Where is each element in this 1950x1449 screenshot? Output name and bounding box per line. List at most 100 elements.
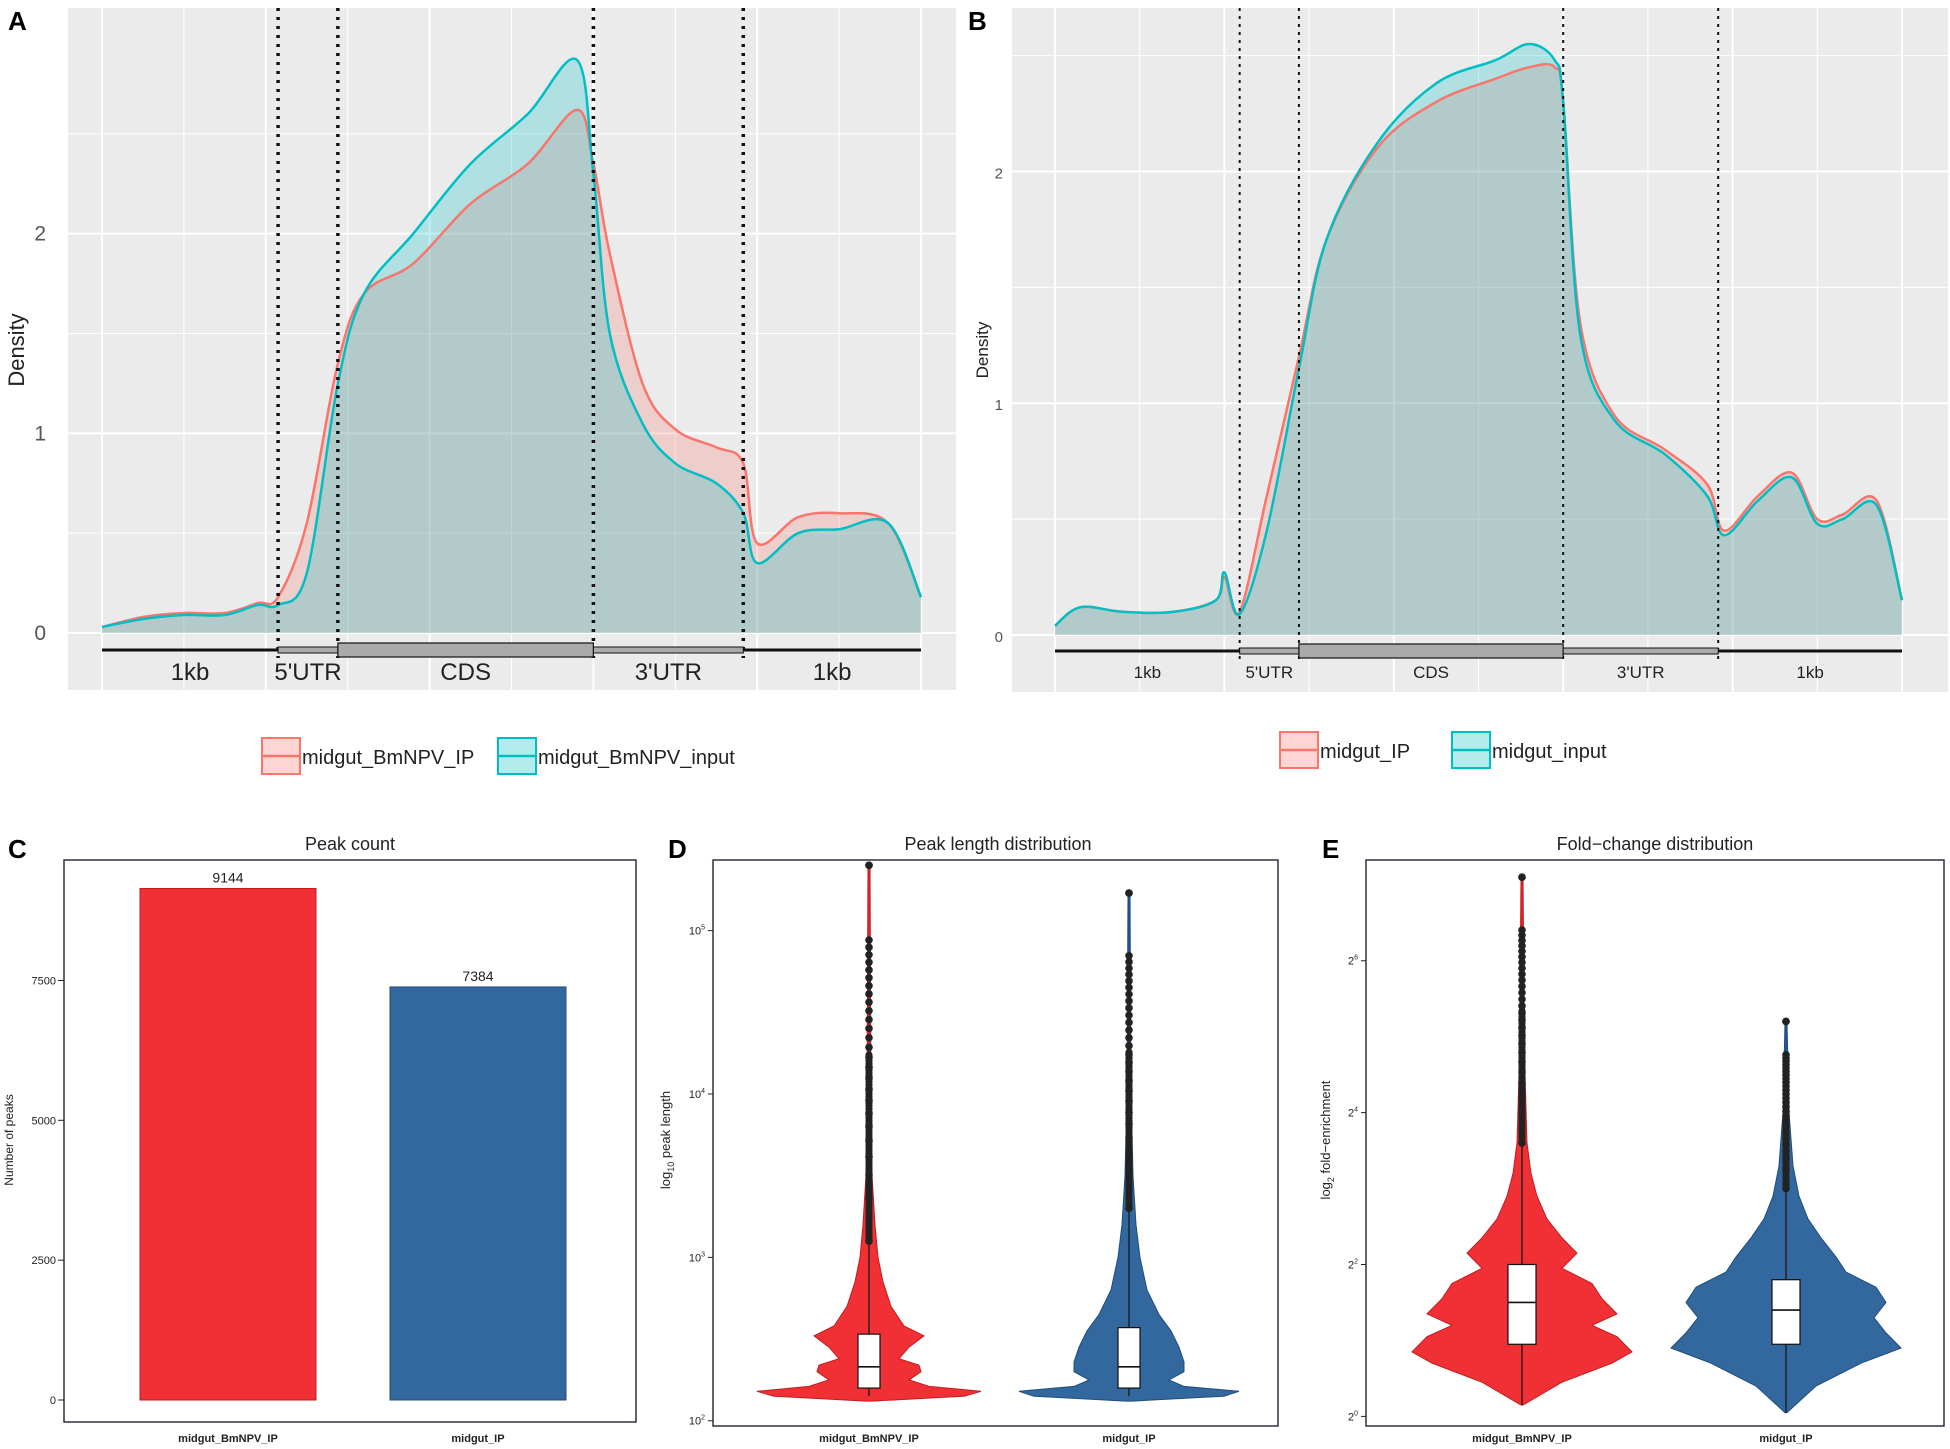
tick-base: 2 bbox=[1348, 1411, 1354, 1423]
outlier-point bbox=[1518, 988, 1526, 997]
y-tick-label: 0 bbox=[995, 629, 1003, 646]
panel-d-frame bbox=[712, 859, 1279, 1427]
panel-a-region-boundaries bbox=[276, 8, 746, 658]
tick-exponent: 5 bbox=[701, 925, 705, 932]
panel-d-violin-chart: Peak length distribution 102 103 104 105… bbox=[658, 834, 1279, 1445]
outlier-point bbox=[865, 1015, 873, 1024]
region-label-downstream: 1kb bbox=[813, 659, 852, 686]
outlier-point bbox=[865, 936, 873, 944]
outlier-point bbox=[865, 958, 873, 967]
outlier-point bbox=[1518, 952, 1526, 961]
y-title-main: log bbox=[658, 1172, 673, 1189]
outlier-point bbox=[865, 981, 873, 990]
legend-label-input: midgut_BmNPV_input bbox=[538, 747, 735, 769]
tick-exponent: 0 bbox=[1354, 1410, 1358, 1417]
outlier-point bbox=[1518, 1007, 1526, 1015]
panel-e-violin-chart: Fold−change distribution 20 22 24 26 log… bbox=[1318, 834, 1945, 1445]
y-tick-label: 102 bbox=[689, 1415, 705, 1428]
outlier-point bbox=[1518, 936, 1526, 945]
tick-exponent: 2 bbox=[1354, 1259, 1358, 1266]
panel-e-y-ticks: 20 22 24 26 bbox=[1348, 955, 1366, 1423]
track-cds bbox=[1298, 643, 1564, 659]
outlier-point bbox=[1518, 982, 1526, 991]
region-label-cds: CDS bbox=[1413, 663, 1449, 682]
legend-label-ip: midgut_BmNPV_IP bbox=[302, 747, 474, 769]
region-label-5utr: 5'UTR bbox=[1245, 663, 1293, 682]
outlier-point bbox=[1125, 1004, 1133, 1012]
density-line-input bbox=[101, 57, 923, 629]
outlier-point bbox=[865, 998, 873, 1007]
panel-a-areas bbox=[101, 57, 923, 634]
panel-a-y-ticks: 0 1 2 bbox=[34, 223, 46, 645]
density-area-input bbox=[1055, 44, 1902, 635]
outlier-point bbox=[1518, 964, 1526, 972]
outlier-point bbox=[1125, 958, 1133, 966]
outlier-max bbox=[865, 861, 873, 870]
panel-a-gene-track bbox=[102, 642, 921, 658]
y-tick-label: 5000 bbox=[32, 1115, 56, 1127]
panel-d-title: Peak length distribution bbox=[904, 834, 1091, 854]
legend-label-ip: midgut_IP bbox=[1320, 741, 1410, 763]
outlier-point bbox=[865, 990, 873, 998]
outlier-point bbox=[1125, 970, 1133, 979]
panel-b-density-chart: 1kb 5'UTR CDS 3'UTR 1kb 0 1 2 Density mi… bbox=[973, 8, 1948, 769]
tick-exponent: 2 bbox=[701, 1415, 705, 1422]
outlier-point bbox=[1125, 1011, 1133, 1019]
outlier-point bbox=[1518, 958, 1526, 967]
panel-b-legend: midgut_IP midgut_input bbox=[1279, 731, 1607, 769]
outlier-point bbox=[1518, 926, 1526, 934]
outlier-point bbox=[1125, 1048, 1133, 1056]
x-tick-label: midgut_IP bbox=[1102, 1433, 1155, 1445]
outlier-point bbox=[1125, 997, 1133, 1005]
panel-a-density-chart: 1kb 5'UTR CDS 3'UTR 1kb 0 1 2 Density mi… bbox=[4, 8, 956, 775]
density-area-ip bbox=[1055, 64, 1902, 636]
tick-base: 10 bbox=[689, 1416, 701, 1428]
outlier-point bbox=[1782, 1103, 1790, 1112]
panel-c-bar-chart: Peak count 0 2500 5000 7500 Number of pe… bbox=[2, 834, 637, 1445]
tick-base: 2 bbox=[1348, 956, 1354, 968]
panel-c-title: Peak count bbox=[305, 834, 395, 854]
box-iqr bbox=[857, 1333, 881, 1389]
outlier-point bbox=[1125, 1033, 1133, 1042]
panel-b-gene-track bbox=[1055, 643, 1902, 659]
region-label-3utr: 3'UTR bbox=[635, 659, 702, 686]
x-tick-label: midgut_BmNPV_IP bbox=[178, 1433, 278, 1445]
region-label-5utr: 5'UTR bbox=[274, 659, 341, 686]
outlier-max bbox=[1518, 873, 1526, 881]
track-cds bbox=[337, 642, 595, 658]
panel-a-region-labels: 1kb 5'UTR CDS 3'UTR 1kb bbox=[171, 659, 852, 686]
outlier-point bbox=[1518, 1002, 1526, 1010]
panel-b-region-labels: 1kb 5'UTR CDS 3'UTR 1kb bbox=[1134, 663, 1824, 682]
outlier-point bbox=[1125, 964, 1133, 972]
outlier-point bbox=[1125, 990, 1133, 998]
y-tick-label: 1 bbox=[34, 422, 46, 445]
panel-d-y-ticks: 102 103 104 105 bbox=[689, 925, 713, 1428]
region-label-3utr: 3'UTR bbox=[1617, 663, 1665, 682]
track-5utr bbox=[277, 646, 339, 654]
y-tick-label: 104 bbox=[689, 1088, 705, 1101]
panel-e-y-axis-title: log2 fold−enrichment bbox=[1318, 1080, 1336, 1199]
outlier-point bbox=[865, 943, 873, 952]
panel-letter-b: B bbox=[968, 6, 987, 36]
outlier-point bbox=[1125, 983, 1133, 992]
region-label-cds: CDS bbox=[440, 659, 491, 686]
y-tick-label: 26 bbox=[1348, 955, 1358, 968]
region-label-upstream: 1kb bbox=[171, 659, 210, 686]
outlier-point bbox=[1782, 1050, 1790, 1059]
outlier-point bbox=[1518, 942, 1526, 950]
y-tick-label: 20 bbox=[1348, 1410, 1358, 1423]
panel-d-violins bbox=[756, 861, 1240, 1402]
tick-exponent: 6 bbox=[1354, 955, 1358, 962]
outlier-point bbox=[1125, 1041, 1133, 1050]
outlier-point bbox=[865, 966, 873, 974]
bar-midgut-ip bbox=[389, 986, 567, 1401]
y-title-tail: fold−enrichment bbox=[1318, 1080, 1333, 1177]
y-title-subscript: 2 bbox=[1326, 1177, 1336, 1182]
bar-value-label: 9144 bbox=[212, 870, 243, 886]
panel-letter-e: E bbox=[1322, 834, 1339, 864]
y-tick-label: 24 bbox=[1348, 1107, 1358, 1120]
box-iqr bbox=[1117, 1327, 1141, 1389]
panel-d-y-axis-title: log10 peak length bbox=[658, 1091, 676, 1189]
outlier-point bbox=[1518, 970, 1526, 978]
